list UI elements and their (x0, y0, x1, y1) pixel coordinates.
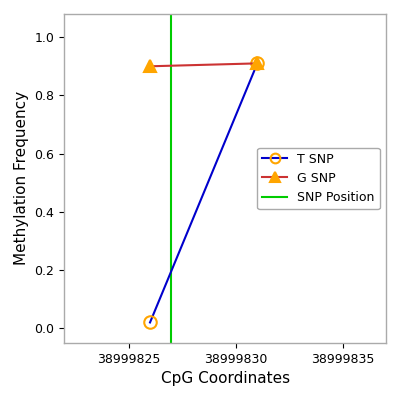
X-axis label: CpG Coordinates: CpG Coordinates (160, 371, 290, 386)
Legend: T SNP, G SNP, SNP Position: T SNP, G SNP, SNP Position (258, 148, 380, 209)
Y-axis label: Methylation Frequency: Methylation Frequency (14, 91, 29, 266)
